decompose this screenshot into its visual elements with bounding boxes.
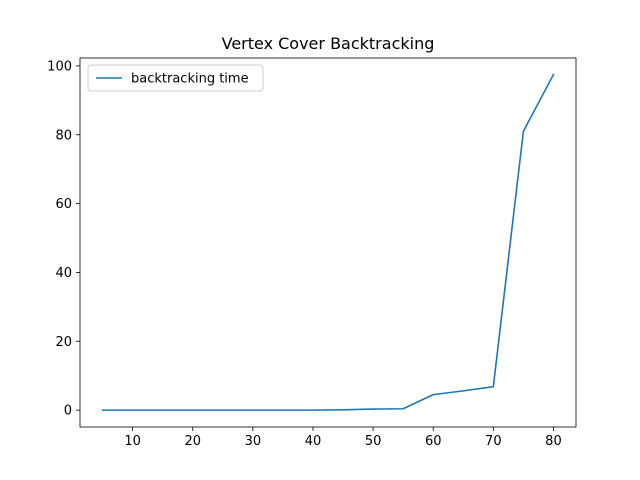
data-point [523, 131, 525, 133]
x-tick-label: 50 [365, 434, 382, 449]
x-tick-label: 30 [245, 434, 262, 449]
data-point [102, 409, 104, 411]
legend: backtracking time [87, 64, 264, 92]
legend-box [87, 64, 264, 92]
x-tick-label: 70 [485, 434, 502, 449]
data-point [192, 409, 194, 411]
plot-area [80, 58, 576, 427]
x-tick-label: 20 [184, 434, 201, 449]
data-point [162, 409, 164, 411]
y-tick-label: 40 [55, 266, 72, 281]
x-tick-label: 80 [545, 434, 562, 449]
x-tick-label: 10 [124, 434, 141, 449]
x-tick-label: 40 [305, 434, 322, 449]
data-point [372, 408, 374, 410]
y-tick-label: 80 [55, 128, 72, 143]
data-point [402, 408, 404, 410]
y-tick-label: 20 [55, 335, 72, 350]
data-point [222, 409, 224, 411]
y-tick-label: 0 [64, 404, 72, 419]
data-point [132, 409, 134, 411]
legend-label: backtracking time [131, 72, 249, 87]
axes-border [79, 57, 577, 428]
data-point [312, 409, 314, 411]
data-point [342, 409, 344, 411]
series-line [101, 73, 555, 411]
data-point [252, 409, 254, 411]
axis-ticks: 10 20 30 40 50 60 70 80 0 20 40 60 80 100 [47, 59, 562, 449]
data-point [432, 394, 434, 396]
plot-background [80, 58, 576, 427]
data-point [462, 390, 464, 392]
series-layer [101, 73, 555, 411]
data-point [282, 409, 284, 411]
data-point [493, 386, 495, 388]
y-tick-label: 100 [47, 59, 72, 74]
data-point [553, 74, 555, 76]
chart-title: Vertex Cover Backtracking [222, 34, 435, 53]
x-tick-label: 60 [425, 434, 442, 449]
y-tick-label: 60 [55, 197, 72, 212]
axes-frame [79, 57, 577, 428]
